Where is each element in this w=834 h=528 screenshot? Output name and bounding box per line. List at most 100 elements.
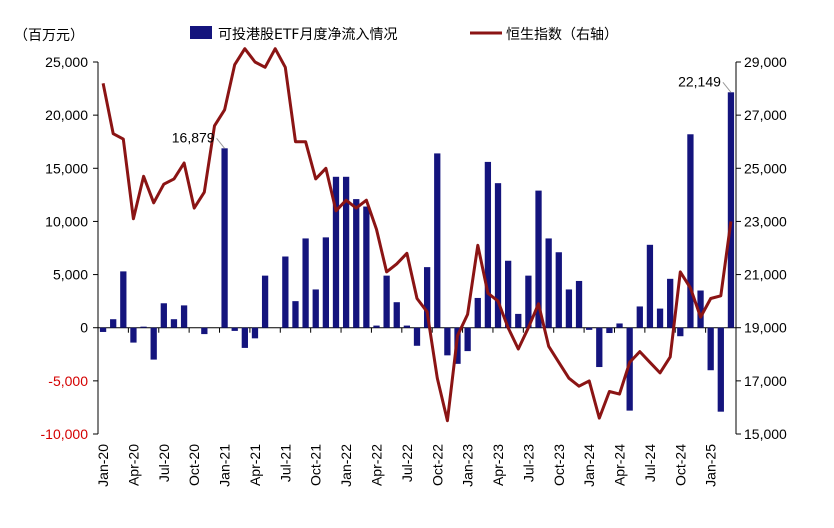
bar (586, 327, 593, 330)
x-tick-label: Jul-20 (156, 444, 172, 482)
bar (413, 327, 421, 346)
bar (464, 327, 471, 352)
legend-bar-label: 可投港股ETF月度净流入情况 (218, 27, 397, 43)
bar (717, 327, 724, 412)
bar (494, 183, 502, 328)
left-tick-label: -5,000 (48, 373, 88, 389)
legend-line-label: 恒生指数（右轴） (506, 27, 618, 43)
bar (241, 327, 248, 348)
right-tick-label: 15,000 (744, 426, 787, 442)
line-series (101, 47, 733, 423)
bar (515, 313, 522, 328)
x-tick-label: Oct-23 (551, 444, 567, 486)
x-tick-label: Oct-22 (429, 444, 445, 486)
bar (525, 275, 532, 328)
bar (342, 176, 350, 328)
bar (596, 327, 603, 368)
x-tick-label: Jan-21 (217, 444, 233, 487)
bar-annotation: 16,879 (172, 129, 215, 145)
x-tick-label: Jul-22 (399, 444, 415, 482)
bar (626, 327, 633, 411)
legend-bar-swatch (190, 26, 212, 39)
bar (484, 161, 492, 328)
annotation-leader (216, 138, 225, 149)
bar (606, 327, 613, 334)
right-axis: 15,000 17,000 19,000 21,000 23,000 25,000 27,0… (735, 54, 787, 442)
bar (150, 327, 157, 360)
bar (393, 302, 400, 328)
bar (231, 327, 238, 331)
x-tick-label: Jan-24 (581, 444, 597, 487)
x-tick-label: Apr-24 (612, 444, 628, 486)
hsi-line (101, 47, 733, 423)
unit-label: （百万元） (14, 28, 84, 44)
bar (180, 305, 188, 328)
x-tick-label: Apr-22 (368, 444, 384, 486)
bar (444, 327, 451, 356)
left-tick-label: 5,000 (53, 267, 88, 283)
right-tick-label: 23,000 (744, 213, 787, 229)
x-tick-label: Apr-21 (247, 444, 263, 486)
bar (221, 148, 228, 328)
x-tick-label: Jul-24 (642, 444, 658, 482)
bar (575, 280, 583, 328)
bar (555, 252, 562, 328)
left-tick-label: 25,000 (45, 54, 88, 70)
left-tick-label: 15,000 (45, 160, 88, 176)
bar (170, 319, 178, 328)
bar (505, 260, 512, 328)
bar-annotation: 22,149 (678, 73, 721, 89)
bar (434, 153, 441, 328)
right-tick-label: 25,000 (744, 160, 787, 176)
bar (565, 289, 573, 328)
x-tick-label: Jan-20 (95, 444, 111, 487)
bar (423, 267, 431, 328)
right-tick-label: 17,000 (744, 373, 787, 389)
bar (667, 278, 674, 328)
bar (160, 303, 167, 328)
bar (616, 323, 623, 328)
x-tick-label: Jul-21 (277, 444, 293, 482)
x-tick-label: Oct-20 (186, 444, 202, 486)
bar (322, 237, 329, 328)
left-axis: -10,000 -5,000 0 5,000 10,000 15,000 20,000 25,… (41, 54, 99, 442)
bar-series (99, 92, 735, 412)
bar (353, 199, 360, 328)
bar (383, 275, 390, 328)
x-tick-label: Oct-24 (672, 444, 688, 486)
x-tick-label: Apr-20 (125, 444, 141, 486)
bar (656, 308, 664, 328)
left-tick-label: -10,000 (41, 426, 89, 442)
left-tick-label: 0 (80, 320, 88, 336)
bar (545, 238, 552, 328)
bar (130, 327, 137, 343)
bar (687, 134, 694, 328)
right-tick-label: 19,000 (744, 320, 787, 336)
bar (363, 206, 370, 328)
bar (535, 190, 542, 328)
x-axis: Jan-20 Apr-20 Jul-20 Oct-20 Jan-21 Apr-21 Jul-… (95, 327, 736, 487)
annotations: 16,879 22,149 (172, 73, 732, 149)
bar (99, 327, 107, 332)
bar (646, 244, 654, 328)
bar (292, 301, 299, 328)
bar (140, 326, 147, 328)
left-tick-label: 20,000 (45, 107, 88, 123)
bar (302, 238, 309, 328)
x-tick-label: Jan-23 (460, 444, 476, 487)
right-tick-label: 27,000 (744, 107, 787, 123)
legend: 可投港股ETF月度净流入情况 恒生指数（右轴） (190, 26, 618, 43)
bar (201, 327, 208, 335)
bar (312, 289, 319, 328)
bar (120, 271, 127, 328)
bar (110, 319, 117, 328)
bar (636, 306, 643, 328)
x-tick-label: Jan-22 (338, 444, 354, 487)
right-tick-label: 29,000 (744, 54, 787, 70)
x-tick-label: Apr-23 (490, 444, 506, 486)
bar (332, 176, 340, 328)
x-tick-label: Oct-21 (308, 444, 324, 486)
bar (474, 297, 481, 328)
right-tick-label: 21,000 (744, 267, 787, 283)
